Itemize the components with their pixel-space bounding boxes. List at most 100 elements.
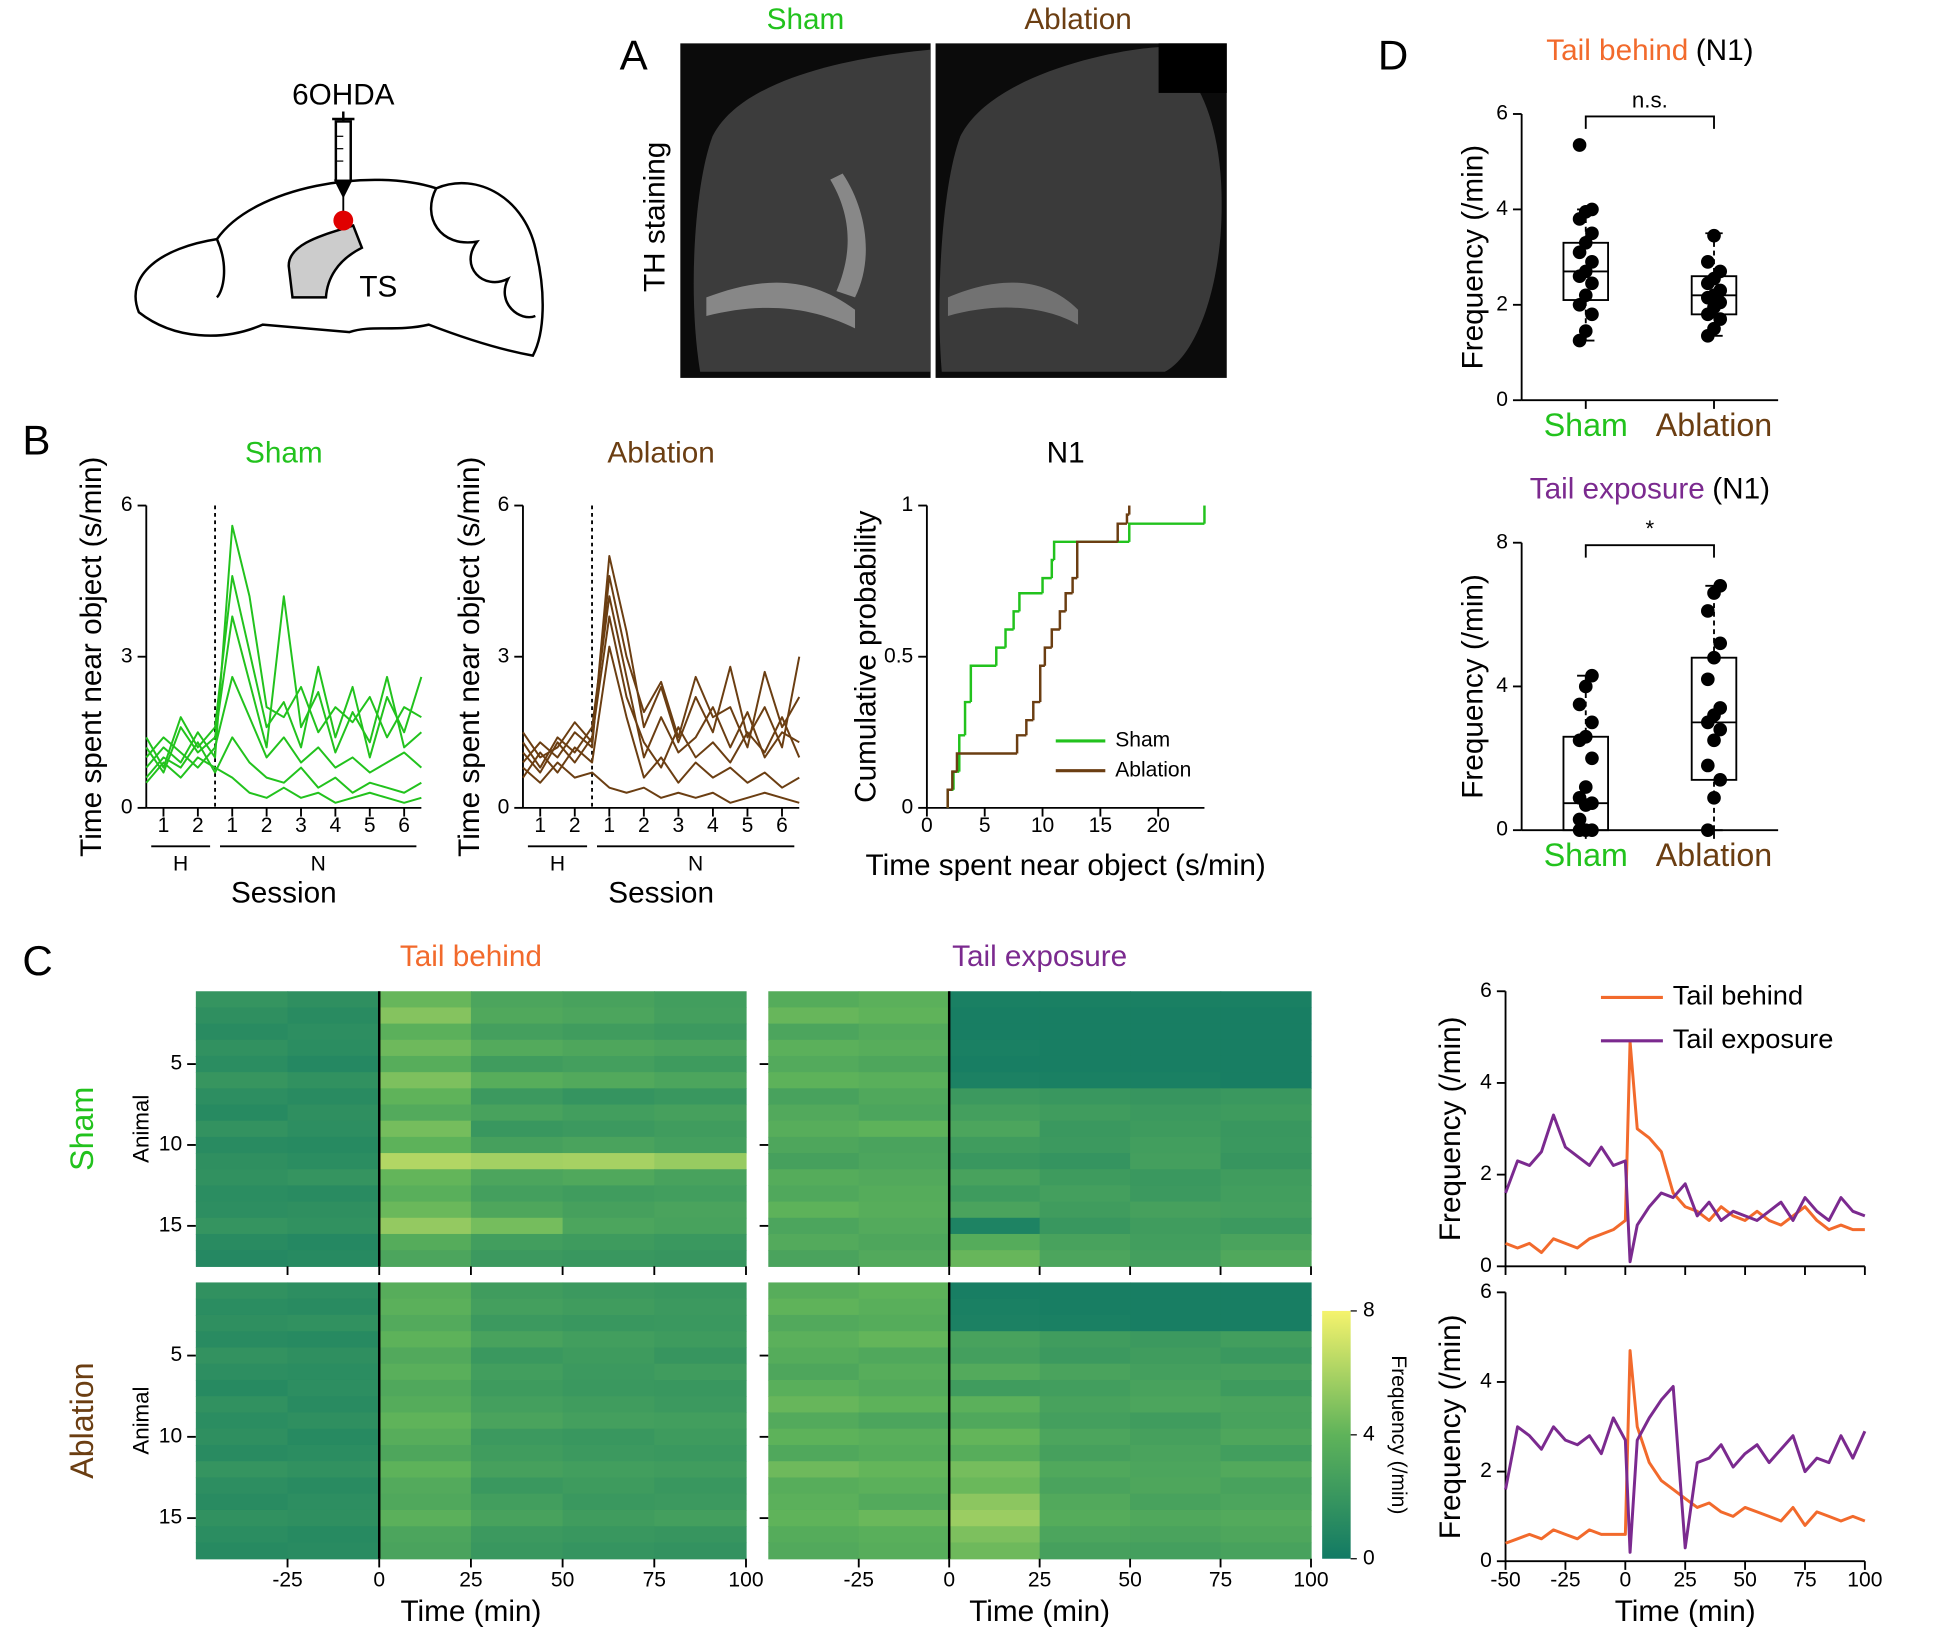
ecdf-step: [969, 664, 997, 703]
y-tick-label: 6: [1480, 1280, 1492, 1303]
ecdf-step: [1064, 591, 1073, 612]
heatmap-cell: [287, 1331, 380, 1349]
heatmap-cell: [287, 1526, 380, 1544]
colorbar-label: Frequency (/min): [1387, 1355, 1410, 1514]
heatmap-cell: [949, 1477, 1041, 1495]
data-point: [1578, 679, 1593, 694]
heatmap-cell: [1039, 1007, 1131, 1025]
heatmap-cell: [562, 1217, 655, 1235]
heatmap-cell: [287, 1039, 380, 1057]
heatmap-cell: [654, 1412, 747, 1430]
data-point: [1585, 255, 1599, 269]
category-label: Ablation: [1656, 837, 1772, 873]
data-line: [522, 595, 800, 769]
heatmap-cell: [1220, 1542, 1312, 1560]
heatmap-cell: [562, 1477, 655, 1495]
ecdf-step: [1043, 646, 1052, 666]
heatmap-cell: [949, 1444, 1041, 1462]
ecdf-step: [958, 734, 966, 772]
ecdf-step: [963, 700, 971, 736]
data-point: [1713, 773, 1728, 787]
heatmap-cell: [1130, 1493, 1222, 1511]
significance-label: n.s.: [1632, 87, 1668, 112]
heatmap-cell: [1039, 1509, 1131, 1527]
heatmap-cell: [858, 991, 950, 1009]
heatmap-cell: [1039, 1055, 1131, 1073]
title-main: Tail exposure: [952, 940, 1127, 973]
heatmap-cell: [562, 1379, 655, 1397]
heatmap-cell: [1220, 1072, 1312, 1089]
heatmap-cell: [562, 1396, 655, 1414]
heatmap-cell: [1130, 1282, 1222, 1300]
heatmap-cell: [562, 1023, 655, 1041]
heatmap-cell: [949, 991, 1041, 1009]
heatmap-cell: [287, 1298, 380, 1316]
y-tick-label: 0: [902, 795, 914, 818]
x-tick-label: -50: [1490, 1569, 1520, 1592]
chart-title: Tail behind (N1): [1546, 34, 1753, 67]
heatmap-cell: [949, 1314, 1041, 1332]
heatmap-cell: [949, 1169, 1041, 1187]
heatmap-cell: [1220, 1217, 1312, 1235]
data-point: [1585, 796, 1599, 811]
heatmap-cell: [654, 1169, 747, 1187]
heatmap-cell: [1130, 1298, 1222, 1316]
data-point: [1700, 758, 1715, 773]
x-tick-label: 2: [192, 814, 204, 837]
heatmap-cell: [768, 1023, 860, 1041]
y-tick-label: 5: [170, 1052, 182, 1075]
heatmap-cell: [470, 1023, 564, 1041]
heatmap-cell: [768, 1314, 860, 1332]
heatmap-cell: [654, 1461, 747, 1479]
x-tick-label: -25: [1550, 1569, 1580, 1592]
heatmap-cell: [287, 1136, 380, 1154]
heatmap-cell: [768, 1509, 860, 1527]
x-tick-label: 1: [534, 814, 546, 837]
heatmap-cell: [1039, 1072, 1131, 1089]
data-line: [1504, 1113, 1866, 1264]
heatmap-cell: [470, 991, 564, 1009]
data-point: [1713, 579, 1728, 593]
heatmap-cell: [1220, 1007, 1312, 1025]
heatmap-cell: [470, 1461, 564, 1479]
heatmap-cell: [562, 1493, 655, 1511]
heatmap-cell: [1039, 1461, 1131, 1479]
data-point: [1585, 276, 1599, 291]
heatmap-cell: [1039, 1444, 1131, 1462]
heatmap-cell: [195, 1331, 289, 1349]
heatmap-cell: [1039, 1298, 1131, 1316]
heatmap-cell: [1039, 1169, 1131, 1187]
heatmap-cell: [379, 1331, 472, 1349]
heatmap-cell: [949, 1282, 1041, 1300]
heatmap-cell: [562, 1136, 655, 1154]
heatmap-cell: [1039, 1233, 1131, 1251]
heatmap-cell: [379, 1072, 472, 1089]
heatmap-cell: [195, 1023, 289, 1041]
heatmap-cell: [562, 1363, 655, 1381]
heatmap-cell: [858, 1039, 950, 1057]
data-line: [145, 575, 423, 769]
heatmap-cell: [1130, 1153, 1222, 1170]
heatmap-cell: [1039, 1250, 1131, 1267]
heatmap-cell: [949, 1217, 1041, 1235]
heatmap-cell: [949, 1396, 1041, 1414]
heatmap-cell: [858, 1509, 950, 1527]
panel-letter: B: [22, 417, 50, 464]
y-tick-label: 1: [902, 493, 914, 516]
heatmap-cell: [195, 1120, 289, 1138]
heatmap-cell: [379, 1347, 472, 1365]
y-tick-label: 10: [159, 1424, 182, 1447]
heatmap-cell: [379, 1169, 472, 1187]
heatmap-cell: [562, 1088, 655, 1106]
heatmap-cell: [654, 1104, 747, 1122]
heatmap-cell: [768, 1185, 860, 1203]
heatmap-cell: [1220, 1477, 1312, 1495]
heatmap-cell: [1130, 1185, 1222, 1203]
heatmap-cell: [1130, 991, 1222, 1009]
ecdf-step: [1015, 734, 1027, 754]
heatmap-cell: [1220, 1120, 1312, 1138]
data-line: [522, 615, 801, 774]
data-point: [1707, 650, 1721, 665]
title-main: Ablation: [607, 437, 714, 470]
